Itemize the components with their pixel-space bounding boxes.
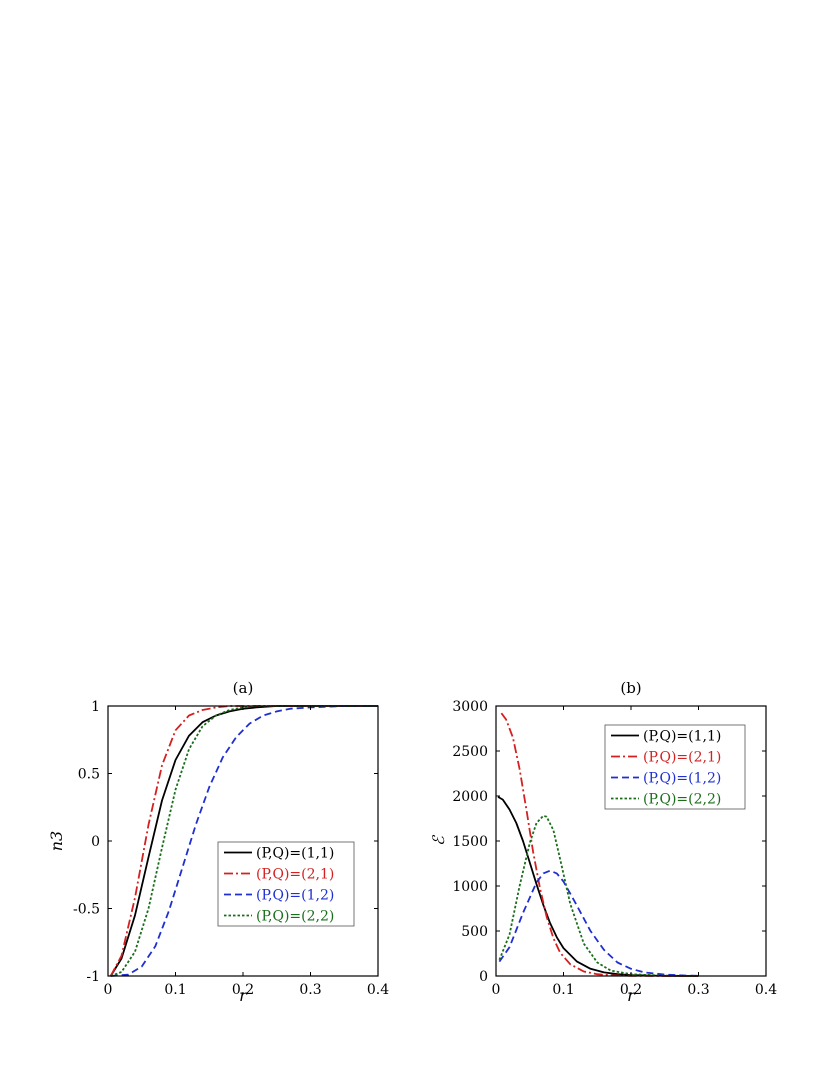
x-tick-label: 0.1 — [164, 982, 186, 998]
y-tick-label: -1 — [86, 969, 100, 985]
y-tick-label: 0.5 — [78, 767, 100, 783]
x-tick-label: 0.4 — [367, 982, 389, 998]
y-tick-label: 2000 — [452, 789, 488, 805]
series-line-3 — [110, 705, 378, 977]
legend-entry: (P,Q)=(1,2) — [256, 888, 334, 904]
legend-b: (P,Q)=(1,1) (P,Q)=(2,1) (P,Q)=(1,2) (P,Q)=(… — [604, 724, 746, 810]
x-tick-label: 0.3 — [687, 982, 709, 998]
y-tick-label: 3000 — [452, 699, 488, 715]
series-line-4 — [498, 814, 699, 977]
x-tick-label: 0.2 — [620, 982, 642, 998]
x-axis-label-a: r — [239, 986, 248, 1005]
legend-box — [604, 724, 746, 810]
series-line-2 — [109, 705, 378, 977]
legend-entry: (P,Q)=(2,1) — [643, 750, 721, 766]
y-tick-label: 1 — [91, 699, 100, 715]
x-tick-label: 0 — [104, 982, 113, 998]
chart-panel-b: (b) 0 0.1 0.2 0.3 0.4 0 500 1000 1500 2000 2500 300… — [429, 679, 777, 1005]
legend-entry: (P,Q)=(2,1) — [256, 867, 334, 883]
x-tick-label: 0.3 — [299, 982, 321, 998]
y-tick-label: 1500 — [452, 834, 488, 850]
legend-entry: (P,Q)=(1,1) — [643, 729, 721, 745]
chart-title-a: (a) — [233, 679, 254, 697]
y-tick-label: 2500 — [452, 744, 488, 760]
y-tick-label: 500 — [461, 924, 488, 940]
x-tick-label: 0.1 — [552, 982, 574, 998]
y-tick-label: -0.5 — [73, 902, 100, 918]
legend-entry: (P,Q)=(1,2) — [643, 771, 721, 787]
x-tick-label: 0.2 — [232, 982, 254, 998]
y-tick-label: 0 — [479, 969, 488, 985]
series-line-3 — [498, 869, 699, 977]
legend-entry: (P,Q)=(2,2) — [643, 792, 721, 808]
chart-panel-a: (a) 0 0.1 0.2 0.3 0.4 -1 -0.5 0 0.5 1 r n3 (P,Q)=… — [47, 679, 389, 1005]
legend-entry: (P,Q)=(2,2) — [256, 909, 334, 925]
y-tick-label: 0 — [91, 834, 100, 850]
y-axis-label-a: n3 — [47, 831, 66, 851]
legend-entry: (P,Q)=(1,1) — [256, 846, 334, 862]
y-axis-label-b: ℰ — [429, 834, 448, 846]
x-axis-label-b: r — [627, 986, 636, 1005]
series-group-a — [109, 705, 378, 977]
series-line-4 — [110, 705, 378, 977]
y-tick-label: 1000 — [452, 879, 488, 895]
x-tick-label: 0 — [492, 982, 501, 998]
legend-box — [217, 841, 355, 927]
plot-frame-a — [107, 705, 379, 977]
series-line-1 — [109, 705, 378, 977]
x-tick-label: 0.4 — [755, 982, 777, 998]
chart-title-b: (b) — [620, 679, 641, 697]
legend-a: (P,Q)=(1,1) (P,Q)=(2,1) (P,Q)=(1,2) (P,Q)=(… — [217, 841, 355, 927]
